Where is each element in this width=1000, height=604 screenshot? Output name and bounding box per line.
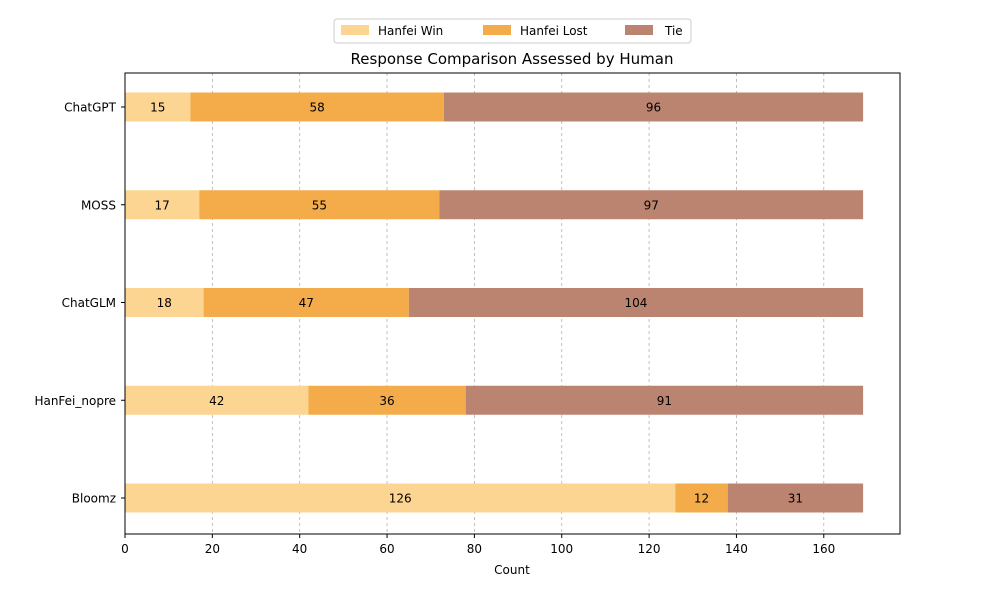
data-label: 55 xyxy=(312,198,327,212)
legend-swatch xyxy=(483,25,511,35)
legend-label: Hanfei Lost xyxy=(520,24,588,38)
x-tick-label: 80 xyxy=(467,542,482,556)
legend: Hanfei Win Hanfei Lost Tie xyxy=(333,18,692,44)
legend-label: Hanfei Win xyxy=(378,24,443,38)
y-tick-label: HanFei_nopre xyxy=(34,394,116,408)
bar-segment xyxy=(675,483,728,513)
data-label: 104 xyxy=(625,296,648,310)
bar-segment xyxy=(190,92,444,122)
x-tick-label: 0 xyxy=(121,542,129,556)
x-axis: 0 20 40 60 80 100 120 140 160 xyxy=(121,534,835,556)
x-tick-label: 140 xyxy=(725,542,748,556)
y-tick-label: Bloomz xyxy=(72,492,116,506)
bar-segment xyxy=(125,92,191,122)
data-label: 91 xyxy=(657,394,672,408)
data-label: 17 xyxy=(154,198,169,212)
bar-segment xyxy=(443,92,864,122)
data-label: 126 xyxy=(389,492,412,506)
y-tick-label: ChatGPT xyxy=(64,101,117,115)
data-label: 31 xyxy=(788,492,803,506)
x-tick-label: 160 xyxy=(812,542,835,556)
x-tick-label: 60 xyxy=(379,542,394,556)
data-label: 42 xyxy=(209,394,224,408)
x-tick-label: 40 xyxy=(292,542,307,556)
data-label: 47 xyxy=(299,296,314,310)
x-axis-label: Count xyxy=(494,563,530,577)
legend-label: Tie xyxy=(664,24,683,38)
bar-segment xyxy=(465,385,864,415)
plot-frame xyxy=(124,72,901,535)
chart-title: Response Comparison Assessed by Human xyxy=(351,50,674,68)
bar-segment xyxy=(727,483,864,513)
data-labels-layer: 15 58 96 17 55 97 18 47 104 42 36 91 126 12 31 xyxy=(150,101,803,506)
y-tick-label: MOSS xyxy=(81,198,116,212)
legend-swatch xyxy=(341,25,369,35)
x-tick-label: 100 xyxy=(550,542,573,556)
bar-segment xyxy=(125,483,676,513)
y-axis: ChatGPT MOSS ChatGLM HanFei_nopre Bloomz xyxy=(34,101,125,506)
bar-segment xyxy=(308,385,466,415)
bar-segment xyxy=(125,190,200,220)
data-label: 58 xyxy=(310,101,325,115)
bar-segment xyxy=(439,190,864,220)
bars-layer xyxy=(125,92,864,513)
legend-swatch xyxy=(625,25,653,35)
bar-segment xyxy=(408,288,864,317)
legend-frame xyxy=(333,18,692,44)
data-label: 36 xyxy=(379,394,394,408)
data-label: 96 xyxy=(646,101,661,115)
x-tick-label: 120 xyxy=(638,542,661,556)
data-label: 15 xyxy=(150,101,165,115)
bar-segment xyxy=(199,190,440,220)
bar-segment xyxy=(203,288,409,317)
data-label: 18 xyxy=(157,296,172,310)
data-label: 12 xyxy=(694,492,709,506)
y-tick-label: ChatGLM xyxy=(62,296,116,310)
data-label: 97 xyxy=(644,198,659,212)
x-tick-label: 20 xyxy=(205,542,220,556)
bar-segment xyxy=(125,385,309,415)
bar-segment xyxy=(125,288,204,317)
